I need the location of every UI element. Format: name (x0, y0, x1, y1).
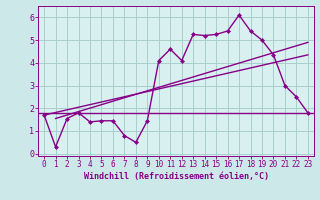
X-axis label: Windchill (Refroidissement éolien,°C): Windchill (Refroidissement éolien,°C) (84, 172, 268, 181)
